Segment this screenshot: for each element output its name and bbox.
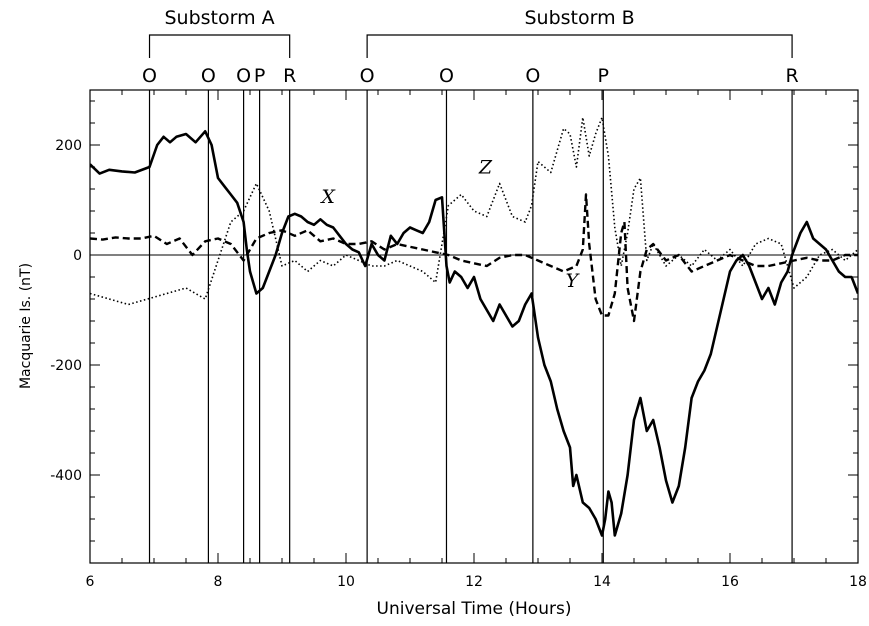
- text-labels: X Y Z: [319, 157, 580, 292]
- y-tick-label: 200: [55, 138, 82, 154]
- event-label: O: [142, 65, 157, 87]
- x-tick-label: 12: [465, 574, 483, 590]
- series-line-z: [90, 116, 858, 306]
- event-label: P: [254, 65, 265, 87]
- event-label: O: [525, 65, 540, 87]
- y-tick-label: 0: [73, 248, 82, 264]
- substorm-bracket: [366, 34, 793, 58]
- series-line-y: [90, 193, 858, 323]
- series-label-y: Y: [566, 270, 581, 292]
- x-tick-label: 10: [337, 574, 355, 590]
- event-label: O: [236, 65, 251, 87]
- event-label: R: [283, 65, 296, 87]
- substorm-brackets: Substorm A Substorm B: [148, 7, 793, 58]
- axis-ticks: 6 8 10 12 14 16 18 -400 -200 0 200: [50, 90, 867, 590]
- substorm-label: Substorm B: [524, 7, 634, 29]
- event-label: O: [360, 65, 375, 87]
- x-tick-label: 18: [849, 574, 867, 590]
- series-label-z: Z: [478, 157, 493, 179]
- substorm-bracket: [148, 34, 291, 58]
- y-tick-label: -200: [50, 358, 82, 374]
- x-tick-label: 6: [86, 574, 95, 590]
- series-label-x: X: [319, 186, 336, 208]
- x-tick-label: 16: [721, 574, 739, 590]
- x-tick-label: 14: [593, 574, 611, 590]
- event-label: O: [201, 65, 216, 87]
- event-label: P: [598, 65, 609, 87]
- y-tick-label: -400: [50, 468, 82, 484]
- event-label: R: [785, 65, 798, 87]
- series-line-x: [90, 130, 858, 537]
- x-axis-label: Universal Time (Hours): [377, 599, 572, 619]
- substorm-label: Substorm A: [165, 7, 275, 29]
- data-series: [90, 116, 858, 537]
- event-label: O: [439, 65, 454, 87]
- y-axis-label: Macquarie Is. (nT): [18, 263, 34, 389]
- x-tick-label: 8: [214, 574, 223, 590]
- plot-frame: [89, 89, 859, 564]
